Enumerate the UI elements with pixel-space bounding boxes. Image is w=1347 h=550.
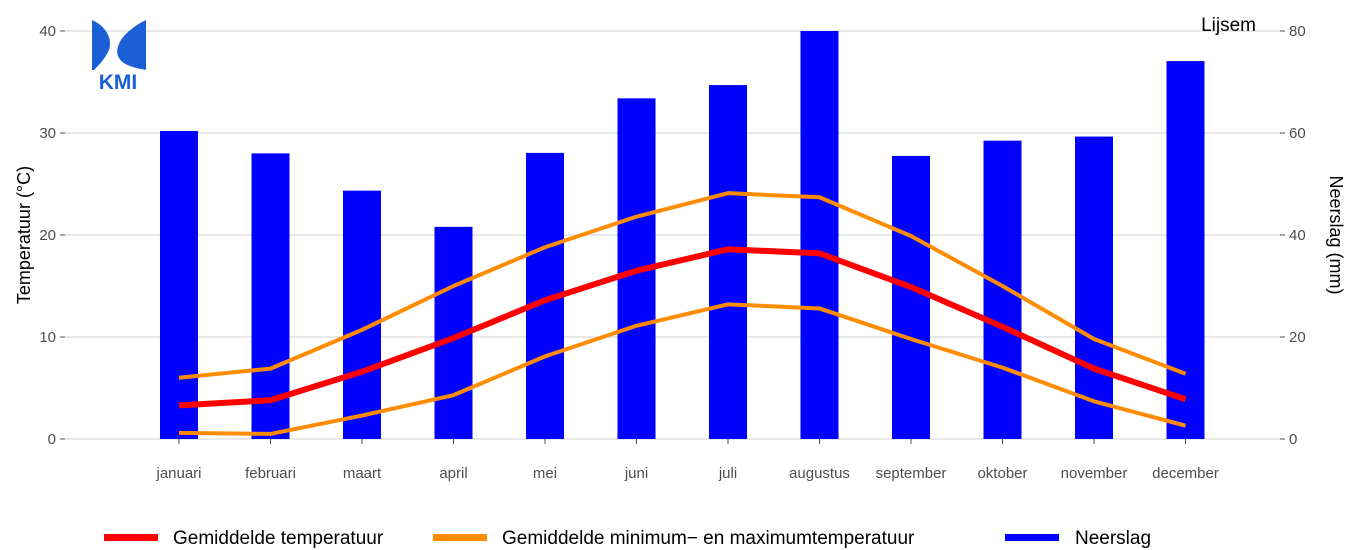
y-left-tick-label: 30 — [39, 125, 56, 142]
y-right-tick-label: 40 — [1289, 227, 1306, 244]
y-left-tick-label: 20 — [39, 227, 56, 244]
precipitation-bar — [1166, 61, 1205, 440]
legend-label: Gemiddelde minimum− en maximumtemperatuu… — [502, 528, 915, 549]
precipitation-bars — [160, 31, 1205, 440]
y-axis-left-title: Temperatuur (°C) — [14, 166, 34, 304]
precipitation-bar — [800, 31, 839, 439]
mean-temperature-line — [178, 246, 1187, 409]
kmi-logo-mark-left — [92, 20, 111, 70]
legend-key — [1005, 534, 1059, 541]
y-left-tick-label: 0 — [48, 431, 56, 448]
legend-label: Neerslag — [1075, 528, 1151, 549]
y-right-tick-label: 20 — [1289, 329, 1306, 346]
right-axis: 0 20 40 60 80 — [1280, 23, 1306, 448]
x-tick-label: maart — [343, 465, 382, 482]
min-max-temperature-line — [178, 191, 1187, 380]
x-tick-label: september — [876, 465, 947, 482]
legend-label: Gemiddelde temperatuur — [173, 528, 384, 549]
precipitation-bar — [709, 85, 747, 439]
precipitation-bar — [1075, 136, 1113, 439]
kmi-logo-mark-right — [117, 20, 146, 70]
temperature-lines — [178, 191, 1187, 436]
x-tick-label: januari — [155, 465, 201, 482]
station-name: Lijsem — [1201, 15, 1256, 36]
precipitation-bar — [983, 140, 1022, 439]
precipitation-bar — [892, 155, 930, 439]
legend: Gemiddelde temperatuur Gemiddelde minimum… — [104, 528, 1151, 549]
x-tick-label: april — [439, 465, 467, 482]
y-left-tick-label: 10 — [39, 329, 56, 346]
x-tick-label: februari — [245, 465, 296, 482]
min-max-temperature-line — [178, 302, 1187, 436]
x-tick-label: oktober — [977, 465, 1027, 482]
x-tick-label: november — [1061, 465, 1128, 482]
precipitation-bar — [343, 190, 381, 439]
y-right-tick-label: 60 — [1289, 125, 1306, 142]
precipitation-bar — [160, 130, 198, 439]
y-right-tick-label: 80 — [1289, 23, 1306, 40]
y-left-tick-label: 40 — [39, 23, 56, 40]
y-right-tick-label: 0 — [1289, 431, 1297, 448]
x-tick-label: juni — [624, 465, 648, 482]
x-tick-label: mei — [533, 465, 557, 482]
x-tick-label: december — [1152, 465, 1219, 482]
x-tick-label: juli — [718, 465, 737, 482]
legend-key — [104, 534, 158, 541]
x-axis: januari februari maart april mei juni juli augu… — [155, 439, 1219, 482]
y-axis-right-title: Neerslag (mm) — [1326, 175, 1346, 294]
x-tick-label: augustus — [789, 465, 850, 482]
kmi-logo: KMI — [92, 20, 146, 94]
left-axis: 0 10 20 30 40 — [39, 23, 65, 448]
precipitation-bar — [251, 153, 290, 439]
legend-key — [433, 534, 487, 541]
kmi-logo-text: KMI — [99, 71, 138, 94]
